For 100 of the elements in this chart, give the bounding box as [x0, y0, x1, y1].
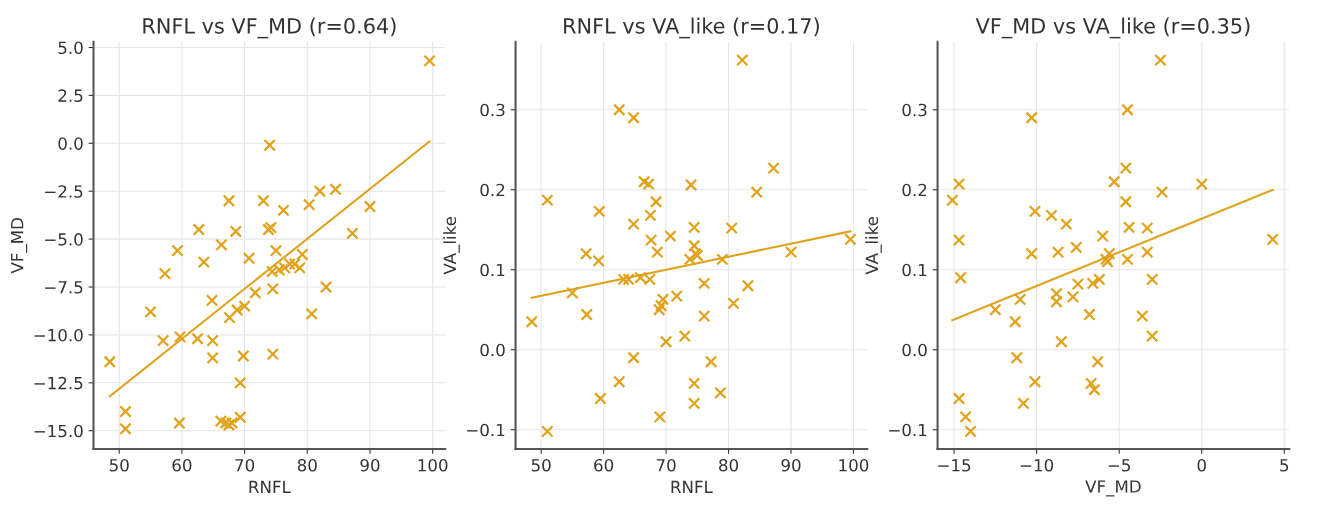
point	[580, 308, 594, 321]
point	[637, 175, 651, 189]
point	[946, 193, 959, 207]
point	[627, 351, 640, 364]
point	[767, 161, 780, 175]
point	[704, 355, 718, 368]
point	[222, 194, 236, 208]
y-tick-label: 0.2	[902, 183, 927, 197]
x-tick-label: 70	[235, 458, 255, 472]
x-axis-title: VF_MD	[1085, 480, 1141, 497]
y-tick-label: 0.0	[58, 137, 83, 150]
point	[684, 178, 698, 192]
point	[1091, 355, 1104, 368]
x-tick-label: 50	[531, 458, 551, 472]
point	[1086, 277, 1100, 290]
point	[687, 239, 701, 252]
point	[205, 294, 219, 307]
point	[302, 198, 316, 211]
point	[1066, 290, 1080, 304]
point	[952, 233, 966, 247]
x-axis-title: RNFL	[249, 480, 291, 493]
y-tick-label: 0.1	[480, 263, 505, 277]
point	[1050, 287, 1063, 300]
point	[263, 138, 276, 152]
x-tick-label: 5	[1280, 459, 1289, 472]
point	[1145, 273, 1159, 286]
point	[233, 411, 247, 424]
point	[844, 233, 857, 246]
point	[1060, 217, 1073, 231]
point	[1266, 233, 1279, 246]
x-tick-label: 100	[418, 458, 448, 472]
point	[1025, 247, 1038, 260]
x-tick-label: 60	[594, 458, 614, 472]
point	[659, 335, 673, 348]
point	[627, 111, 640, 125]
point	[269, 244, 283, 257]
point	[1121, 253, 1134, 266]
point	[750, 185, 763, 199]
point	[1093, 273, 1106, 286]
y-tick-label: 0.0	[902, 343, 927, 357]
point	[727, 297, 740, 310]
point	[736, 53, 749, 67]
y-tick-label: −2.5	[45, 185, 83, 198]
point	[644, 209, 657, 222]
y-tick-label: −7.5	[45, 281, 83, 294]
point	[683, 253, 697, 266]
point	[1195, 177, 1208, 191]
y-axis-title: VA_like	[443, 216, 460, 275]
x-tick-label: 0	[1197, 458, 1206, 472]
point	[1140, 221, 1154, 235]
x-tick-label: 90	[360, 458, 380, 472]
chart-title: RNFL vs VF_MD (r=0.64)	[143, 17, 396, 39]
point	[305, 307, 318, 321]
x-tick-label: −5	[1108, 459, 1131, 472]
y-tick-label: −0.1	[889, 423, 927, 437]
point	[687, 397, 701, 410]
point	[257, 194, 270, 208]
point	[229, 225, 243, 238]
point	[277, 204, 290, 217]
point	[952, 177, 966, 191]
y-tick-label: −0.1	[467, 423, 505, 437]
point	[664, 229, 677, 243]
point	[653, 410, 667, 424]
point	[313, 184, 327, 198]
point	[642, 177, 655, 191]
point	[670, 289, 683, 303]
point	[644, 233, 658, 247]
point	[1107, 175, 1121, 189]
y-tick-label: −15.0	[34, 424, 83, 438]
x-tick-label: −15	[938, 459, 971, 472]
point	[192, 223, 206, 236]
point	[1096, 229, 1109, 243]
point	[238, 299, 251, 313]
y-tick-label: 0.3	[480, 103, 505, 117]
x-tick-label: 90	[781, 458, 801, 472]
x-tick-label: 80	[297, 458, 317, 472]
point	[1045, 209, 1058, 222]
point	[171, 244, 184, 257]
point	[423, 54, 436, 68]
point	[156, 334, 170, 347]
point	[541, 193, 554, 207]
point	[1088, 383, 1101, 396]
point	[191, 332, 204, 346]
point	[617, 273, 630, 286]
point	[1121, 103, 1134, 117]
y-axis-title: VF_MD	[11, 218, 28, 274]
point	[1071, 277, 1085, 291]
point	[266, 347, 280, 361]
point	[579, 247, 593, 260]
x-tick-label: −10	[1020, 458, 1054, 472]
point	[1136, 309, 1149, 323]
point	[1154, 53, 1167, 67]
x-tick-label: 70	[656, 458, 676, 472]
point	[144, 305, 157, 319]
y-tick-label: −5.0	[45, 233, 83, 246]
point	[1055, 335, 1068, 348]
chart-title: VF_MD vs VA_like (r=0.35)	[975, 17, 1250, 39]
point	[612, 103, 626, 117]
y-axis-title: VA_like	[865, 216, 882, 275]
point	[1017, 397, 1030, 410]
